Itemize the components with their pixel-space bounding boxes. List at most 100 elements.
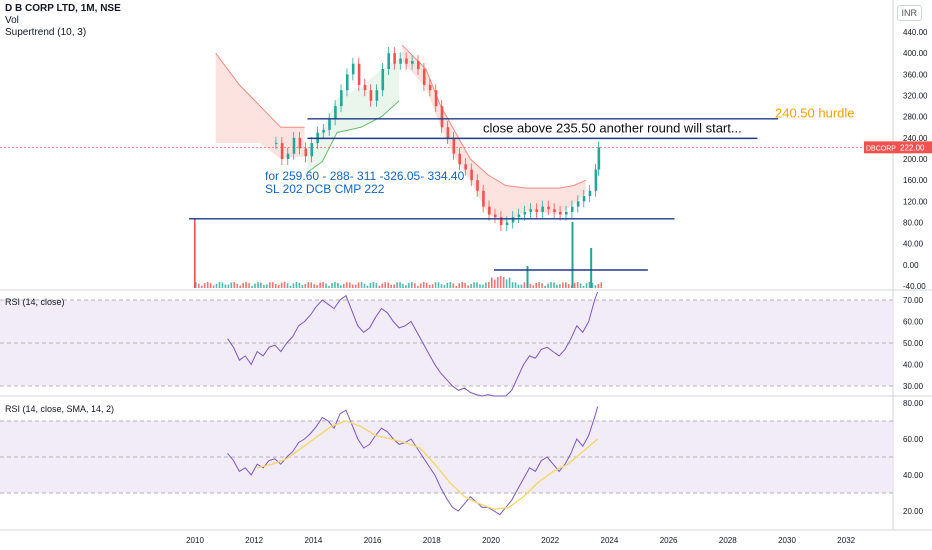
volume-bar (538, 282, 540, 288)
candle-body (405, 58, 408, 64)
candle-body (381, 69, 385, 91)
volume-bar (271, 282, 274, 288)
y-tick-label: 200.00 (903, 155, 928, 164)
x-tick-label: 2014 (305, 536, 323, 545)
y-tick-label: 440.00 (903, 28, 928, 37)
x-tick-label: 2028 (719, 536, 737, 545)
candle-body (411, 61, 414, 64)
supertrend-down-line (401, 44, 586, 189)
volume-bar (591, 282, 594, 288)
volume-bar (206, 282, 209, 288)
volume-bar (354, 284, 357, 288)
volume-bar (422, 282, 425, 288)
volume-bar (203, 283, 206, 288)
rsi2-tick-label: 20.00 (903, 507, 924, 516)
volume-bar (405, 285, 407, 288)
currency-button[interactable]: INR (896, 5, 922, 21)
candle-body (493, 214, 497, 218)
volume-bar (215, 283, 218, 288)
volume-bar (381, 283, 384, 288)
volume-bar (242, 282, 244, 288)
y-tick-label: 280.00 (903, 113, 928, 122)
volume-bar (443, 285, 446, 288)
y-tick-label: 160.00 (903, 176, 928, 185)
candle-body (322, 129, 325, 133)
candle-body (570, 206, 574, 212)
candle-body (535, 209, 538, 212)
volume-bar (295, 282, 298, 288)
volume-bar (289, 285, 292, 288)
y-tick-label: 40.00 (903, 240, 924, 249)
y-tick-label: 400.00 (903, 49, 928, 58)
volume-bar (233, 282, 236, 288)
volume-bar (535, 282, 537, 288)
candle-body (470, 169, 473, 181)
volume-bar (340, 285, 342, 288)
volume-bar (419, 283, 422, 288)
x-tick-label: 2012 (245, 536, 263, 545)
volume-bar (343, 283, 345, 288)
candle-body (452, 137, 456, 154)
volume-bar (597, 284, 600, 288)
candle-body (440, 106, 444, 128)
candle-body (529, 209, 533, 212)
volume-bar (408, 282, 410, 288)
candle-body (328, 119, 331, 130)
volume-bar (269, 282, 271, 288)
hurdle-annotation: 240.50 hurdle (775, 106, 855, 121)
candle-body (334, 106, 337, 120)
y-tick-label: 320.00 (903, 92, 928, 101)
volume-bar (582, 285, 585, 288)
volume-bar (277, 285, 280, 288)
candle-body (304, 148, 308, 157)
candle-body (553, 209, 556, 212)
volume-bar (470, 283, 472, 288)
volume-bar (449, 282, 452, 288)
volume-bar (517, 284, 520, 288)
volume-bar (292, 283, 295, 288)
volume-bar (499, 276, 502, 288)
volume-bar (455, 285, 458, 288)
candle-body (511, 217, 515, 223)
volume-bar (511, 282, 514, 288)
volume-bar (230, 282, 233, 288)
x-tick-label: 2016 (364, 536, 382, 545)
candle-body (393, 53, 396, 64)
rsi1-tick-label: 40.00 (903, 361, 924, 370)
volume-bar (428, 284, 431, 288)
volume-bar (434, 282, 437, 288)
candle-body (458, 153, 462, 165)
vol-label: Vol (5, 15, 19, 26)
rsi2-label: RSI (14, close, SMA, 14, 2) (5, 404, 115, 414)
volume-bar (384, 282, 387, 288)
volume-bar (369, 282, 372, 288)
volume-bar (322, 282, 324, 288)
volume-bar (194, 218, 196, 288)
rsi2-tick-label: 80.00 (903, 399, 924, 408)
volume-bar (526, 266, 529, 288)
volume-bar (360, 282, 363, 288)
volume-bar (319, 282, 321, 288)
volume-bar (316, 284, 318, 288)
volume-bar (260, 282, 262, 288)
volume-bar (402, 283, 404, 288)
volume-bar (351, 284, 354, 288)
candle-body (280, 143, 284, 159)
volume-bar (505, 279, 508, 288)
x-tick-label: 2022 (541, 536, 559, 545)
candle-body (286, 153, 290, 159)
volume-bar (197, 283, 200, 288)
volume-bar (458, 283, 461, 288)
volume-bar (280, 282, 283, 288)
y-tick-label: -40.00 (903, 282, 926, 291)
volume-bar (461, 282, 463, 288)
volume-bar (393, 284, 395, 288)
rsi1-tick-label: 70.00 (903, 296, 924, 305)
volume-bar (375, 283, 378, 288)
candle-body (369, 90, 373, 101)
volume-bar (571, 222, 574, 288)
candle-body (399, 58, 402, 64)
candle-body (576, 201, 580, 207)
volume-bar (263, 284, 265, 288)
volume-bar (508, 277, 511, 288)
